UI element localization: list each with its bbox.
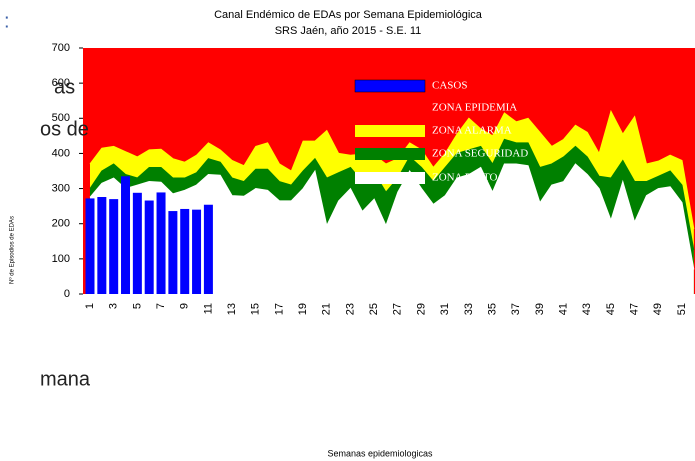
x-tick-label: 49 [652, 303, 664, 315]
legend-label: ZONA ALARMA [432, 125, 512, 137]
legend-swatch [355, 102, 425, 114]
x-tick-label: 13 [226, 303, 238, 315]
zone-line [89, 138, 695, 251]
x-tick-label: 1 [84, 303, 96, 309]
x-tick-label: 29 [415, 303, 427, 315]
x-tick-label: 11 [202, 303, 214, 314]
x-tick-label: 19 [297, 303, 309, 315]
bar [156, 192, 166, 294]
y-tick-label: 300 [52, 182, 70, 194]
zone-line [89, 163, 695, 270]
x-tick-label: 43 [581, 303, 593, 315]
legend-swatch [355, 148, 425, 160]
x-tick-label: 7 [155, 303, 167, 309]
y-axis-label: Nº de Episodios de EDAs [9, 216, 16, 284]
legend-swatch [354, 79, 426, 93]
x-tick-label: 5 [131, 303, 143, 309]
x-tick-label: 47 [629, 303, 641, 315]
x-tick-label: 25 [368, 303, 380, 315]
y-tick-label: 100 [52, 253, 70, 265]
x-axis-label: Semanas epidemiologicas [327, 448, 433, 458]
x-tick-label: 17 [273, 303, 285, 315]
x-tick-label: 9 [179, 303, 191, 309]
slide-text: os de [40, 118, 89, 140]
x-tick-label: 45 [605, 303, 617, 315]
bar [144, 200, 154, 294]
x-tick-label: 39 [534, 303, 546, 315]
x-tick-label: 51 [676, 303, 688, 315]
y-tick-label: 600 [52, 77, 70, 89]
y-tick-label: 0 [64, 288, 70, 300]
y-tick-label: 500 [52, 112, 70, 124]
bar [180, 208, 190, 294]
bar [203, 204, 213, 294]
x-tick-label: 35 [486, 303, 498, 315]
x-tick-label: 23 [344, 303, 356, 315]
bar [97, 197, 107, 294]
bar [85, 198, 95, 294]
legend-label: ZONA SEGURIDAD [432, 148, 528, 160]
legend-label: ZONA EXITO [432, 172, 498, 184]
slide-text: as [54, 76, 75, 98]
bar [168, 211, 178, 294]
zone-line [89, 109, 695, 230]
bar [121, 176, 131, 294]
legend-label: CASOS [432, 80, 467, 92]
y-tick-label: 400 [52, 147, 70, 159]
legend-label: ZONA EPIDEMIA [432, 102, 517, 114]
x-tick-label: 3 [108, 303, 120, 309]
bar [109, 199, 119, 294]
bar [132, 192, 142, 294]
legend-swatch [355, 125, 425, 137]
x-tick-label: 31 [439, 303, 451, 315]
legend-swatch [355, 172, 425, 184]
y-tick-label: 200 [52, 218, 70, 230]
slide-text: mana [40, 368, 91, 390]
slide-text: : [4, 10, 10, 32]
chart-subtitle: SRS Jaén, año 2015 - S.E. 11 [275, 25, 422, 37]
x-tick-label: 21 [321, 303, 333, 315]
x-tick-label: 41 [558, 303, 570, 315]
chart-title: Canal Endémico de EDAs por Semana Epidem… [214, 9, 483, 21]
x-tick-label: 37 [510, 303, 522, 315]
x-tick-label: 27 [392, 303, 404, 315]
bar [192, 209, 202, 294]
y-tick-label: 700 [52, 42, 70, 54]
x-tick-label: 33 [463, 303, 475, 315]
x-tick-label: 15 [250, 303, 262, 315]
